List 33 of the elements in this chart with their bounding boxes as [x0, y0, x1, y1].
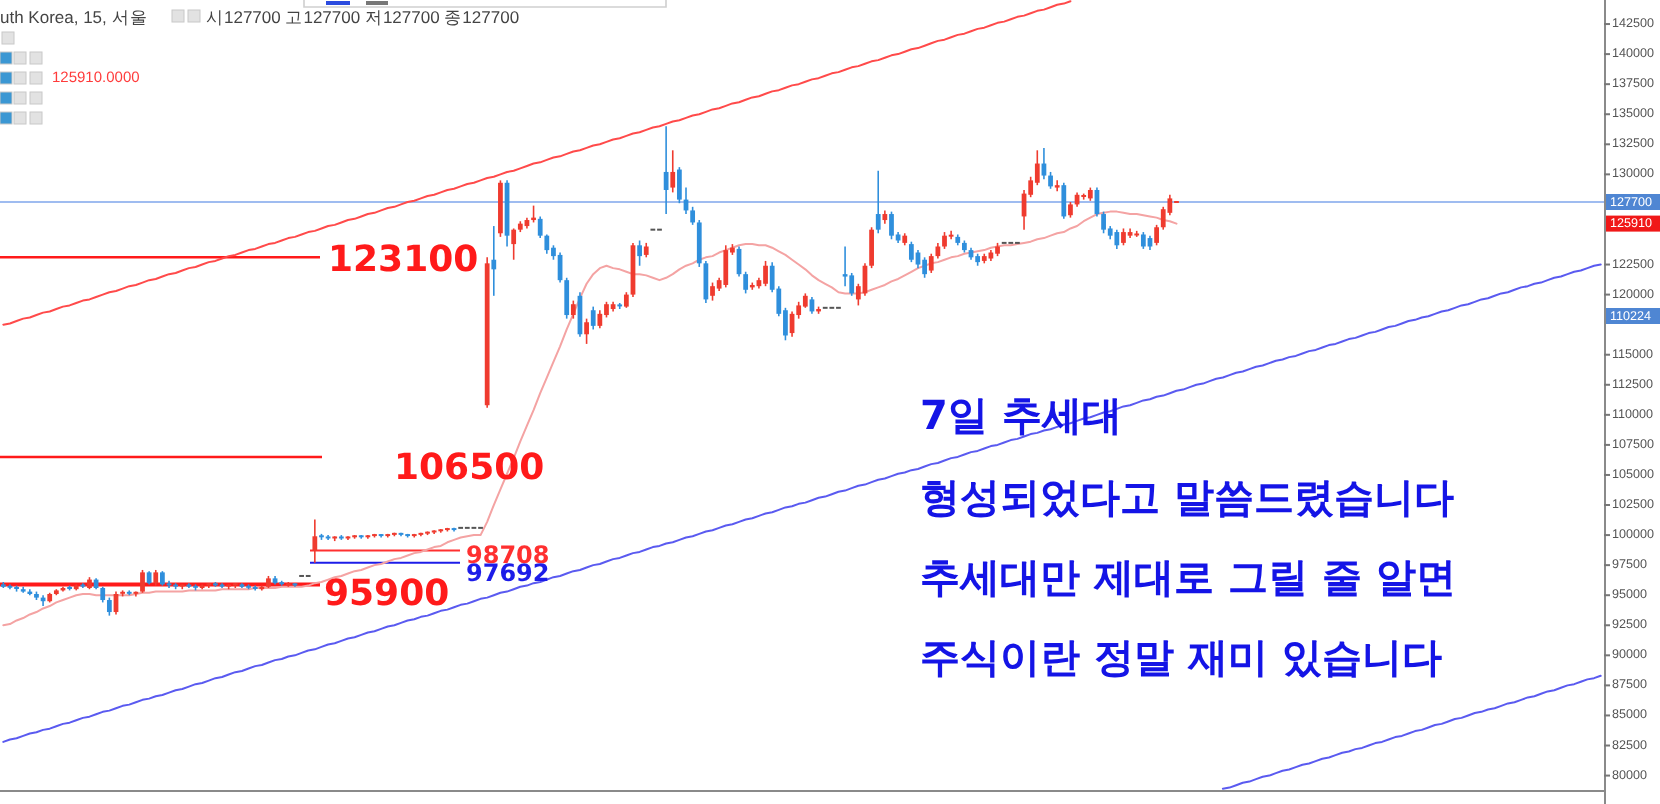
text: uth Korea, 15, 서울 [0, 7, 148, 27]
line-series [2, 0, 1072, 326]
candlestick [637, 239, 642, 267]
candlestick [584, 317, 589, 345]
candlestick [511, 227, 517, 261]
annotation: 시127700 고127700 저127700 종127700 [206, 7, 520, 27]
line-series [1221, 674, 1602, 790]
ref-line-label: 95900 [324, 573, 450, 616]
annotation: 형성되었다고 말씀드렸습니다 [920, 473, 1454, 522]
candlestick [908, 240, 914, 263]
candlestick [1061, 181, 1067, 220]
candlestick [710, 281, 715, 302]
candlestick [491, 225, 497, 297]
candlestick [1054, 179, 1060, 192]
candlestick [312, 518, 318, 564]
candlestick [570, 299, 576, 320]
candlestick [597, 309, 603, 330]
ref-line-label: 106500 [394, 446, 545, 489]
candlestick [140, 569, 145, 594]
candlestick [670, 149, 676, 194]
candlestick [590, 305, 596, 331]
candlestick [763, 260, 768, 287]
candlestick [723, 244, 729, 289]
annotation: 추세대만 제대로 그릴 줄 알면 [920, 553, 1456, 602]
candlestick [948, 230, 954, 241]
annotation: 주식이란 정말 재미 있습니다 [920, 633, 1442, 682]
ref-line-label: 123100 [328, 238, 479, 281]
candlestick [922, 256, 928, 279]
candlestick [842, 245, 848, 287]
candlestick [875, 169, 881, 235]
candlestick [889, 210, 894, 241]
candlestick [663, 125, 669, 215]
candlestick [1114, 228, 1120, 250]
